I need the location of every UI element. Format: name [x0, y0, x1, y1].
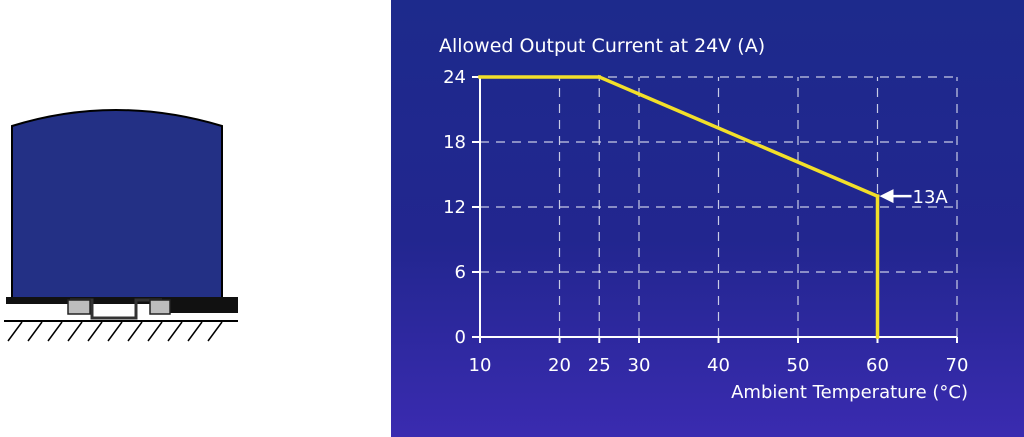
derating-chart: Allowed Output Current at 24V (A) 0 6 12 18…	[439, 35, 968, 403]
mounting-plate	[6, 297, 238, 304]
x-tick-label: 25	[588, 355, 611, 376]
rail-clip-left	[67, 299, 91, 315]
series-layer	[478, 74, 880, 339]
x-tick-label: 10	[469, 355, 492, 376]
x-tick-label: 60	[866, 355, 889, 376]
y-tick-label: 0	[455, 327, 466, 348]
x-tick-label: 20	[548, 355, 571, 376]
annotation-layer: 13A	[879, 187, 949, 208]
rail-clip-right	[149, 299, 171, 315]
x-tick-label: 40	[707, 355, 730, 376]
y-tick-label: 18	[443, 132, 466, 153]
x-tick-label: 50	[787, 355, 810, 376]
x-axis-label: Ambient Temperature (°C)	[731, 382, 968, 403]
mounting-plate-right	[168, 297, 238, 313]
series-line-segment	[596, 74, 880, 199]
din-rail-mounting-illustration	[4, 109, 238, 342]
wall-hatching	[7, 321, 223, 342]
y-tick-label: 12	[443, 197, 466, 218]
y-tick-label: 24	[443, 67, 466, 88]
x-tick-label: 70	[946, 355, 969, 376]
y-tick-label: 6	[455, 262, 466, 283]
chart-title: Allowed Output Current at 24V (A)	[439, 35, 765, 57]
annotation-label: 13A	[913, 187, 949, 208]
grid-layer	[480, 76, 958, 337]
chart-panel: Allowed Output Current at 24V (A) 0 6 12 18…	[391, 0, 1024, 437]
annotation-arrowhead	[879, 189, 894, 204]
tick-layer: 0 6 12 18 24 10 20 25 30 40 50 60 70	[443, 67, 968, 376]
power-supply-body	[11, 109, 223, 299]
x-tick-label: 30	[628, 355, 651, 376]
axis-layer	[472, 76, 958, 343]
